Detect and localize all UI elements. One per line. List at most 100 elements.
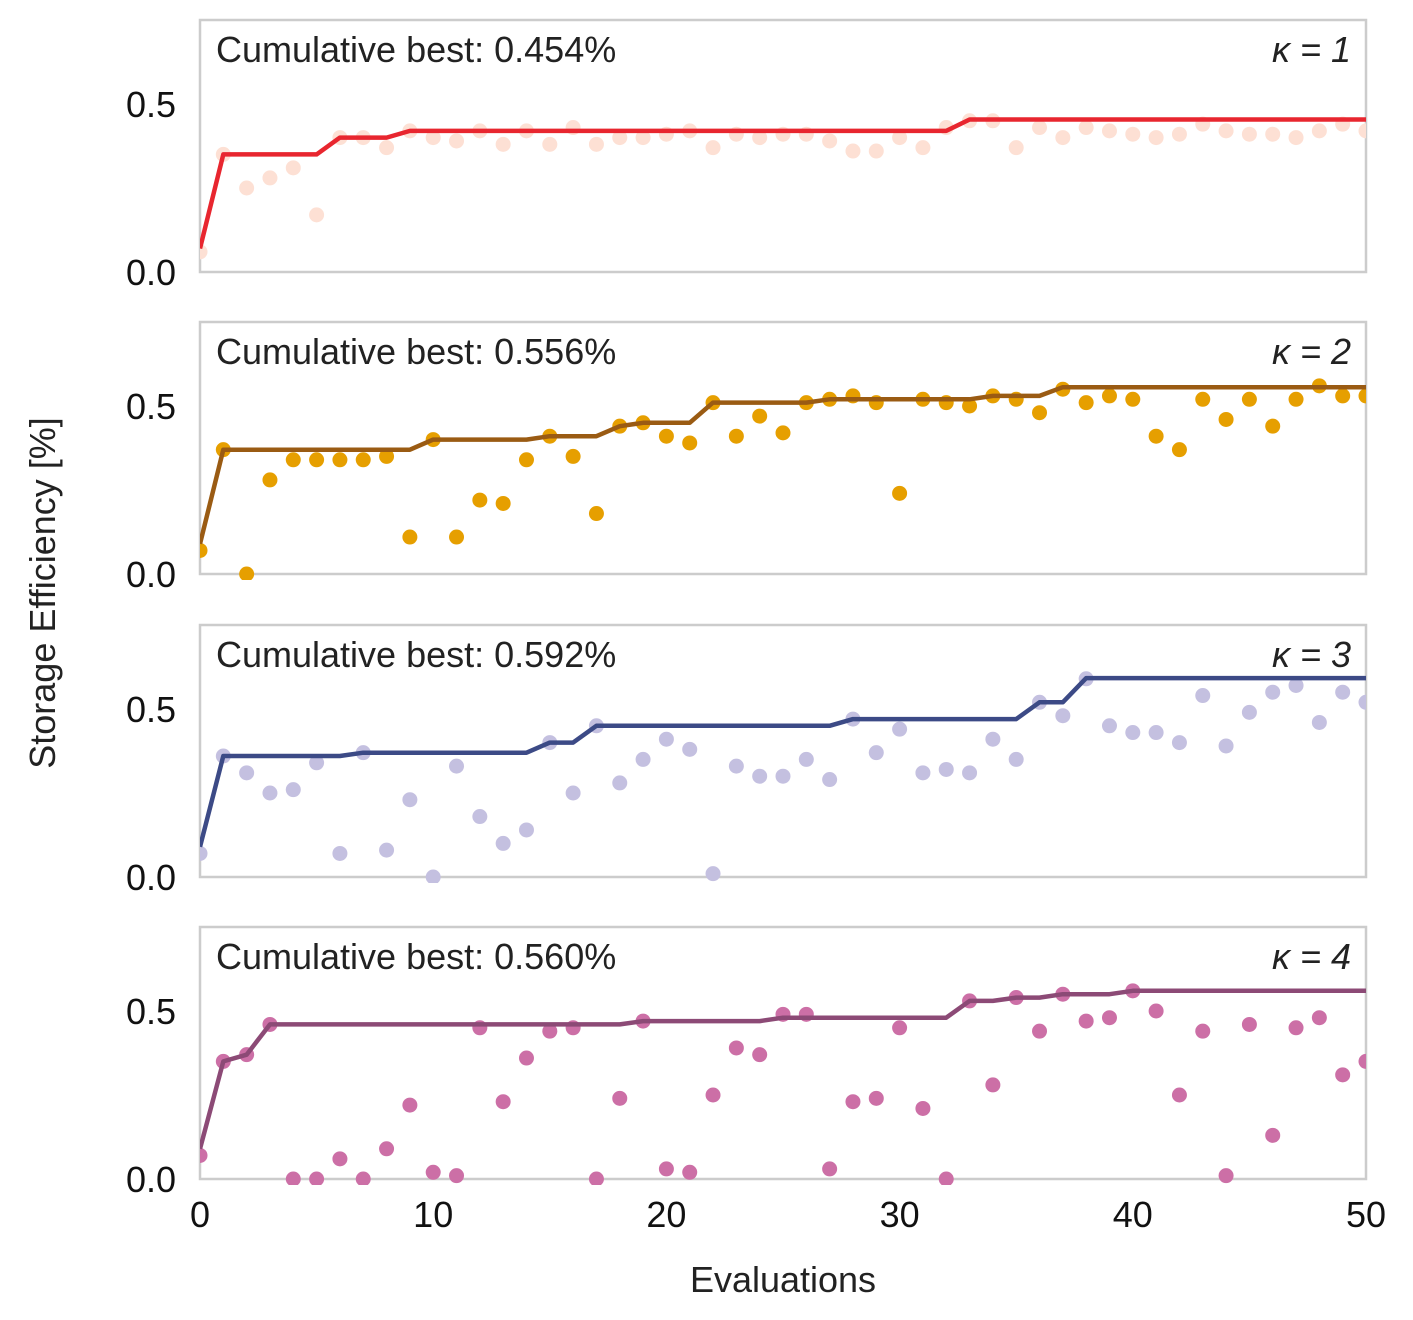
evaluation-point [495,835,511,851]
evaluation-point [752,768,768,784]
evaluation-point [1358,388,1366,404]
x-tick-label: 40 [1113,1194,1153,1235]
evaluation-point [775,768,791,784]
y-tick-label: 0.0 [126,252,176,293]
x-tick-label: 50 [1346,1194,1386,1235]
evaluation-point [518,822,534,838]
evaluation-point [822,133,838,149]
evaluation-point [262,785,278,801]
evaluation-point [285,782,301,798]
evaluation-point [1241,391,1257,407]
evaluation-point [1101,388,1117,404]
evaluation-point [425,1164,441,1180]
evaluation-point [822,772,838,788]
evaluation-point [752,130,768,146]
y-tick-label: 0.0 [126,857,176,898]
evaluation-point [985,731,1001,747]
evaluation-point [752,1047,768,1063]
evaluation-point [332,1151,348,1167]
evaluation-point [892,485,908,501]
x-tick-label: 0 [190,1194,210,1235]
evaluation-point [1125,391,1141,407]
evaluation-point [239,566,255,580]
cumulative-best-line [200,117,1366,250]
evaluation-point [518,1050,534,1066]
evaluation-point [845,1094,861,1110]
data-group [200,983,1366,1185]
evaluation-point [915,1100,931,1116]
evaluation-point [565,448,581,464]
evaluation-point [425,130,441,146]
cumulative-best-annotation: Cumulative best: 0.454% [216,29,616,70]
evaluation-point [868,143,884,159]
evaluation-point [1032,120,1048,136]
evaluation-point [868,745,884,761]
evaluation-point [542,136,558,152]
kappa-label: κ = 3 [1272,634,1351,675]
evaluation-point [612,775,628,791]
evaluation-point [658,428,674,444]
evaluation-point [938,761,954,777]
evaluation-point [728,758,744,774]
evaluation-point [518,452,534,468]
evaluation-point [542,1023,558,1039]
cumulative-best-line [200,988,1366,1150]
evaluation-point [798,751,814,767]
evaluation-point [332,845,348,861]
evaluation-point [1218,123,1234,139]
panel-3: 0.0 0.5 Cumulative best: 0.592% κ = 3 [126,623,1368,898]
evaluation-point [402,792,418,808]
evaluation-point [239,180,255,196]
evaluation-point [355,1171,371,1185]
kappa-label: κ = 4 [1272,936,1351,977]
evaluation-point [962,765,978,781]
evaluation-point [449,758,465,774]
evaluation-point [1171,442,1187,458]
evaluation-point [355,452,371,468]
evaluation-point [1195,688,1211,704]
evaluation-point [1358,694,1366,710]
evaluation-point [682,741,698,757]
evaluation-point [309,1171,325,1185]
evaluation-point [1218,411,1234,427]
y-axis-label: Storage Efficiency [%] [22,417,63,769]
evaluation-point [285,160,301,176]
evaluation-point [1101,718,1117,734]
evaluation-point [1171,126,1187,142]
evaluation-point [1241,704,1257,720]
evaluation-point [1078,1013,1094,1029]
evaluation-point [1101,1010,1117,1026]
evaluation-point [262,472,278,488]
evaluation-point [1032,1023,1048,1039]
evaluation-point [588,506,604,522]
x-tick-label: 10 [413,1194,453,1235]
evaluation-point [200,1147,208,1163]
evaluation-point [1288,677,1304,693]
evaluation-point [379,842,395,858]
evaluation-point [449,529,465,545]
evaluation-point [1008,140,1024,156]
evaluation-point [1288,1020,1304,1036]
evaluation-point [845,143,861,159]
evaluation-point [915,140,931,156]
x-axis-label: Evaluations [690,1259,876,1300]
evaluation-point [588,136,604,152]
kappa-label: κ = 2 [1272,331,1351,372]
evaluation-point [449,1168,465,1184]
panel-1: 0.0 0.5 Cumulative best: 0.454% κ = 1 [126,18,1368,293]
evaluation-point [938,1171,954,1185]
evaluation-point [1125,725,1141,741]
kappa-label: κ = 1 [1272,29,1351,70]
evaluation-point [728,428,744,444]
evaluation-point [1241,1016,1257,1032]
evaluation-point [705,1087,721,1103]
evaluation-point [1101,123,1117,139]
data-group [200,378,1366,580]
evaluation-point [612,1090,628,1106]
evaluation-point [1078,395,1094,411]
x-tick-label: 30 [880,1194,920,1235]
y-tick-label: 0.5 [126,991,176,1032]
panels: 0.0 0.5 Cumulative best: 0.454% κ = 1 0.0 0.5… [126,18,1386,1235]
evaluation-point [775,425,791,441]
